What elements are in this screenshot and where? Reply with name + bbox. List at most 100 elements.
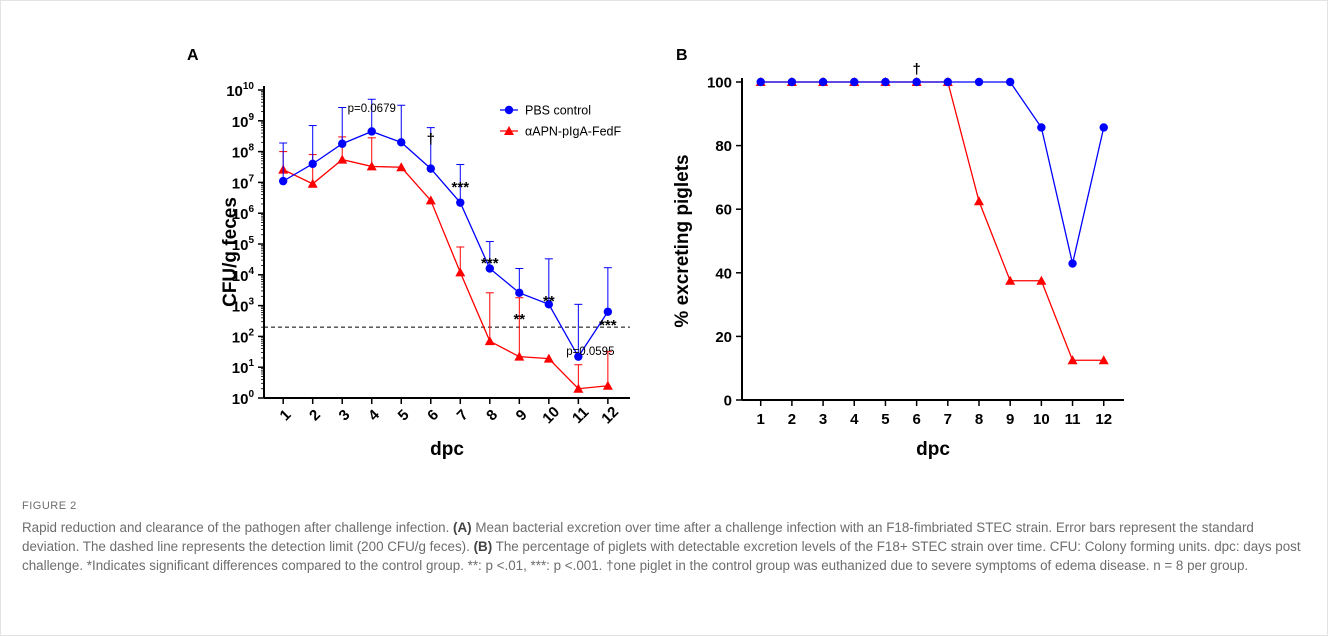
panel-b-data-point xyxy=(850,77,859,87)
panel-b-data-point xyxy=(881,77,890,87)
panel-b-data-point xyxy=(943,77,953,87)
caption-panel-ref: (A) xyxy=(453,520,472,535)
panel-b-y-tick-label: 20 xyxy=(715,329,732,346)
panel-b-x-tick-label: 5 xyxy=(881,411,889,428)
panel-a-data-point xyxy=(366,161,377,171)
panel-a-data-point xyxy=(308,159,317,169)
panel-a-data-point xyxy=(603,307,613,316)
panel-a-significance-label: *** xyxy=(452,179,470,196)
panel-a-x-tick-label: 5 xyxy=(395,406,413,424)
panel-a-data-point xyxy=(337,154,348,164)
panel-b-x-tick-label: 1 xyxy=(757,411,765,428)
panel-a-x-tick-label: 6 xyxy=(424,406,442,424)
panel-b-data-point xyxy=(974,77,984,87)
panel-b-y-axis-title: % excreting piglets xyxy=(672,154,693,327)
panel-a-series-line xyxy=(282,130,609,358)
panel-b-y-tick-label: 60 xyxy=(715,202,732,219)
legend-label: αAPN-pIgA-FedF xyxy=(525,125,622,139)
panel-a-significance-label: p=0.0679 xyxy=(348,103,396,115)
panel-a-data-point xyxy=(397,138,406,147)
panel-a-data-point xyxy=(485,264,494,273)
panel-b-data-point xyxy=(1068,259,1077,268)
panel-a-data-point xyxy=(515,288,524,298)
panel-b-data-point xyxy=(1005,77,1015,87)
panel-a-significance-label: ** xyxy=(513,311,525,328)
panel-a-legend: PBS control αAPN-pIgA-FedF xyxy=(500,104,622,139)
panel-b-x-tick-label: 9 xyxy=(1006,411,1014,428)
caption-text: Rapid reduction and clearance of the pat… xyxy=(22,518,1312,575)
panel-b-data-point xyxy=(912,77,921,87)
panel-a-x-tick-label: 1 xyxy=(277,406,295,424)
legend-swatch-marker xyxy=(504,105,514,115)
panel-a-significance-label: *** xyxy=(481,255,499,272)
panel-b-x-tick-label: 12 xyxy=(1095,411,1112,428)
caption-panel-ref: (B) xyxy=(473,539,493,554)
panel-a-x-tick-label: 4 xyxy=(365,406,383,424)
panel-a-x-tick-label: 8 xyxy=(483,406,501,424)
panel-a-data-point xyxy=(544,300,554,309)
panel-a-x-tick-label: 10 xyxy=(539,403,563,427)
panel-b-data-point xyxy=(973,196,984,206)
legend-label: PBS control xyxy=(525,104,591,118)
panel-b-y-tick-label: 80 xyxy=(715,138,732,155)
panel-a-series-apn xyxy=(278,136,613,393)
panel-b-series-apn xyxy=(755,77,1109,365)
panel-a-y-tick-label: 101 xyxy=(232,358,255,377)
panel-b-data-point xyxy=(1098,355,1109,365)
panel-b-series-line xyxy=(760,81,1105,264)
figure-caption: FIGURE 2 Rapid reduction and clearance o… xyxy=(22,500,1312,575)
panel-b-x-tick-label: 3 xyxy=(819,411,827,428)
panel-b-data-point xyxy=(1067,355,1078,365)
panel-a-y-tick-label: 100 xyxy=(232,389,255,408)
panel-b-data-point xyxy=(756,77,765,87)
panel-a-significance-label: † xyxy=(427,131,435,148)
panel-a-x-tick-label: 7 xyxy=(454,406,472,424)
panel-a-significance-label: *** xyxy=(599,317,617,334)
panel-a-x-tick-label: 3 xyxy=(336,406,354,424)
panel-a-x-axis-title: dpc xyxy=(430,439,464,460)
panel-a-x-tick-label: 11 xyxy=(569,404,592,427)
figure-label: FIGURE 2 xyxy=(22,500,77,512)
panel-a-data-point xyxy=(396,162,407,172)
panel-b-x-tick-label: 6 xyxy=(912,411,920,428)
panel-a-y-tick-label: 109 xyxy=(232,112,255,131)
panel-a-significance-label: p=0.0595 xyxy=(566,346,614,358)
panel-a-data-point xyxy=(278,176,288,186)
panel-a-data-point xyxy=(602,380,613,390)
panel-a-data-point xyxy=(455,267,466,277)
panel-a-data-point xyxy=(307,178,318,188)
panel-b-x-tick-label: 4 xyxy=(850,411,859,428)
panel-b-y-tick-label: 100 xyxy=(707,75,732,92)
panel-b-series-line xyxy=(760,81,1104,361)
panel-a-data-point xyxy=(573,383,584,393)
panel-a-data-point xyxy=(574,352,583,361)
panel-b-x-tick-label: 7 xyxy=(944,411,952,428)
panel-a-data-point xyxy=(425,195,436,205)
panel-a-data-point xyxy=(514,351,525,361)
panel-b-data-point xyxy=(1005,275,1016,285)
panel-b-x-tick-label: 11 xyxy=(1065,411,1081,428)
panel-b-x-tick-label: 10 xyxy=(1033,411,1050,428)
panel-b-data-point xyxy=(787,77,797,87)
panel-a-y-tick-label: 108 xyxy=(232,143,255,162)
panel-a-y-tick-label: 107 xyxy=(232,173,255,192)
panel-b-data-point xyxy=(1036,275,1047,285)
panel-a-data-point xyxy=(484,336,495,346)
panel-a-significance-label: ** xyxy=(543,293,555,310)
panel-a-x-tick-label: 9 xyxy=(513,406,531,424)
panel-b-data-point xyxy=(1037,123,1046,132)
caption-segment: Rapid reduction and clearance of the pat… xyxy=(22,520,454,535)
panel-b-series-pbs xyxy=(756,77,1108,268)
panel-a-series-line xyxy=(282,158,608,390)
panel-a-data-point xyxy=(367,127,376,136)
panel-a-data-point xyxy=(543,353,554,363)
caption-segment: Mean bacterial excretion over time after… xyxy=(22,520,1254,554)
caption-segment: The percentage of piglets with detectabl… xyxy=(22,539,1301,573)
panel-a-x-tick-label: 2 xyxy=(306,406,324,424)
panel-a-data-point xyxy=(456,198,465,207)
legend-swatch-marker xyxy=(504,126,514,135)
panel-b-data-point xyxy=(818,77,828,87)
